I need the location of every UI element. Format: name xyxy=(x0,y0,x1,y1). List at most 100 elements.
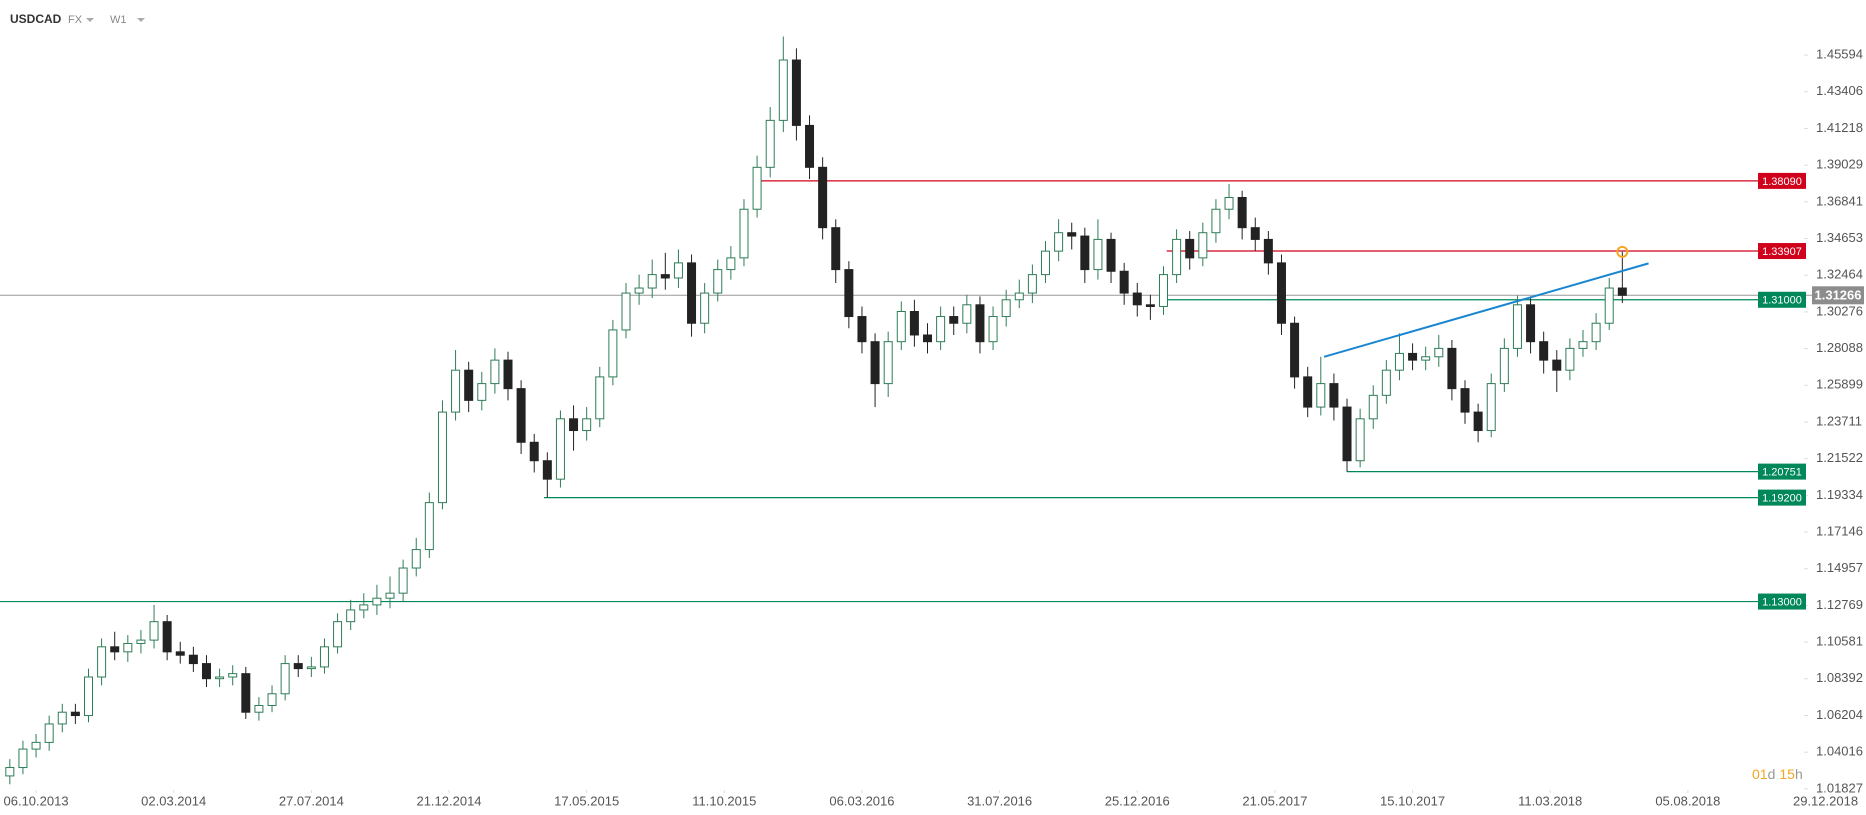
candle-body xyxy=(870,341,880,385)
level-label: 1.38090 xyxy=(1762,176,1802,188)
candle-body xyxy=(844,269,854,318)
candle-body xyxy=(713,269,723,294)
candle-body xyxy=(477,383,487,401)
candle-body xyxy=(1185,238,1195,259)
candle-body xyxy=(319,646,329,668)
candle-body xyxy=(1198,232,1208,259)
y-tick-label: 1.12769 xyxy=(1816,597,1863,612)
candle-body xyxy=(569,418,579,432)
candle-body xyxy=(1434,347,1444,358)
countdown-unit: h xyxy=(1795,766,1803,782)
trendline xyxy=(1323,262,1649,358)
level-label: 1.33907 xyxy=(1762,246,1802,258)
dropdown-caret[interactable] xyxy=(86,18,94,22)
candle-body xyxy=(1027,274,1037,294)
candle-body xyxy=(831,227,841,271)
candle-body xyxy=(254,705,264,713)
header: USDCAD FX W1 xyxy=(10,12,145,26)
candle-body xyxy=(1460,388,1470,413)
candle-body xyxy=(1080,235,1090,271)
x-tick-label: 11.10.2015 xyxy=(692,793,756,808)
x-tick-label: 27.07.2014 xyxy=(279,793,344,808)
countdown-unit: d xyxy=(1768,766,1776,782)
candle-body xyxy=(1355,418,1365,462)
candle-body xyxy=(1565,347,1575,371)
candle-body xyxy=(1119,270,1129,294)
y-tick-label: 1.06204 xyxy=(1816,707,1863,722)
symbol[interactable]: USDCAD xyxy=(10,12,62,26)
y-tick-label: 1.14957 xyxy=(1816,560,1863,575)
level-badge xyxy=(1758,593,1806,610)
candle-body xyxy=(1041,250,1051,276)
x-tick-label: 15.10.2017 xyxy=(1380,793,1445,808)
candle-body xyxy=(1408,352,1418,361)
candle-body xyxy=(1211,208,1221,234)
dropdown-caret[interactable] xyxy=(137,18,145,22)
candle-body xyxy=(660,274,670,279)
candle-body xyxy=(175,651,185,656)
candle-body xyxy=(464,369,474,401)
candle-body xyxy=(529,441,539,462)
candle-body xyxy=(857,316,867,343)
candle-body xyxy=(1539,341,1549,361)
candle-body xyxy=(1342,406,1352,462)
candle-body xyxy=(988,316,998,343)
candle-body xyxy=(306,666,316,670)
candle-body xyxy=(739,208,749,259)
candle-body xyxy=(962,304,972,324)
candle-body xyxy=(228,673,238,678)
candle-body xyxy=(818,166,828,229)
x-tick-label: 02.03.2014 xyxy=(141,793,206,808)
candle-body xyxy=(936,316,946,343)
x-tick-label: 17.05.2015 xyxy=(554,793,619,808)
candle-body xyxy=(1512,304,1522,349)
y-tick-label: 1.28088 xyxy=(1816,340,1863,355)
candle-body xyxy=(752,166,762,210)
candle-body xyxy=(949,316,959,324)
candle-body xyxy=(18,748,28,769)
candle-body xyxy=(1604,287,1614,324)
candle-body xyxy=(201,663,211,680)
y-tick-label: 1.25899 xyxy=(1816,377,1863,392)
interval[interactable]: W1 xyxy=(110,14,127,26)
candle-body xyxy=(162,621,172,653)
candle-body xyxy=(1224,197,1234,210)
candle-body xyxy=(765,119,775,168)
level-badge xyxy=(1758,291,1806,308)
candle-body xyxy=(791,59,801,126)
x-tick-label: 11.03.2018 xyxy=(1518,793,1582,808)
candle-body xyxy=(1316,383,1326,408)
candle-body xyxy=(188,654,198,665)
x-tick-label: 21.05.2017 xyxy=(1242,793,1307,808)
candle-body xyxy=(424,502,434,551)
level-badge xyxy=(1758,172,1806,189)
countdown-days: 01 xyxy=(1752,766,1768,782)
x-tick-label: 29.12.2018 xyxy=(1793,793,1858,808)
candle-body xyxy=(909,311,919,336)
candle-body xyxy=(923,334,933,343)
candle-body xyxy=(621,292,631,331)
candle-body xyxy=(1394,352,1404,371)
candle-body xyxy=(673,262,683,279)
countdown-hours: 15 xyxy=(1779,766,1795,782)
y-tick-label: 1.43406 xyxy=(1816,83,1863,98)
y-tick-label: 1.21522 xyxy=(1816,450,1863,465)
candle-body xyxy=(437,411,447,504)
candle-body xyxy=(31,741,41,750)
market[interactable]: FX xyxy=(68,14,83,26)
y-tick-label: 1.23711 xyxy=(1816,413,1862,428)
candle-body xyxy=(896,311,906,343)
candle-body xyxy=(516,388,526,443)
y-tick-label: 1.01827 xyxy=(1816,780,1863,795)
y-tick-label: 1.32464 xyxy=(1816,267,1863,282)
candle-body xyxy=(1132,292,1142,306)
candle-body xyxy=(778,59,788,121)
candle-body xyxy=(136,639,146,644)
candle-body xyxy=(805,124,815,168)
candle-body xyxy=(883,341,893,385)
level-label: 1.19200 xyxy=(1762,493,1802,505)
candle-body xyxy=(1381,369,1391,396)
candle-body xyxy=(1106,238,1116,272)
countdown: 01d 15h xyxy=(1752,766,1803,782)
